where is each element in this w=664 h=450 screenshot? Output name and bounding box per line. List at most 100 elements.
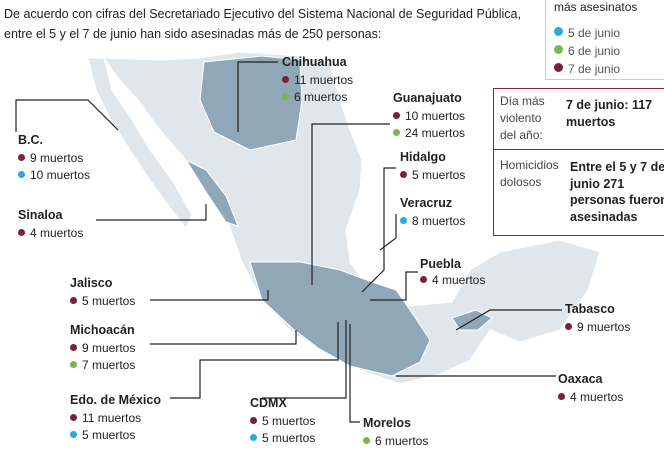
day-dot bbox=[393, 129, 400, 136]
state-entry: 9 muertos bbox=[565, 319, 630, 335]
day-dot bbox=[393, 112, 400, 119]
legend: más asesinatos 5 de junio 6 de junio 7 de j… bbox=[545, 0, 664, 80]
state-entry: 5 muertos bbox=[250, 430, 315, 446]
state-name: Oaxaca bbox=[558, 372, 603, 386]
legend-label: 5 de junio bbox=[568, 26, 621, 40]
day-dot bbox=[400, 171, 407, 178]
entry-text: 11 muertos bbox=[294, 73, 354, 87]
day-dot bbox=[70, 361, 77, 368]
day-dot bbox=[250, 434, 257, 441]
leader-line bbox=[262, 320, 347, 399]
state-entry: 9 muertos bbox=[70, 340, 135, 356]
day-dot bbox=[18, 154, 25, 161]
state-entry: 8 muertos bbox=[400, 213, 465, 229]
state-entry: 4 muertos bbox=[18, 225, 83, 241]
day-dot bbox=[18, 229, 25, 236]
entry-text: 8 muertos bbox=[412, 214, 466, 228]
day-dot bbox=[70, 431, 77, 438]
state-name: Hidalgo bbox=[400, 150, 446, 164]
entry-text: 4 muertos bbox=[570, 390, 624, 404]
entry-text: 4 muertos bbox=[432, 273, 486, 287]
day-dot bbox=[70, 297, 77, 304]
legend-swatch bbox=[554, 63, 563, 72]
state-entry: 24 muertos bbox=[393, 125, 465, 141]
day-dot bbox=[70, 414, 77, 421]
legend-swatch bbox=[554, 45, 563, 54]
legend-swatch bbox=[554, 27, 563, 36]
entry-text: 11 muertos bbox=[82, 411, 142, 425]
entry-text: 5 muertos bbox=[82, 294, 136, 308]
day-dot bbox=[363, 437, 370, 444]
state-name: Jalisco bbox=[70, 276, 113, 290]
leader-line bbox=[170, 322, 339, 399]
state-entry: 11 muertos bbox=[282, 72, 353, 88]
state-name: Morelos bbox=[363, 416, 411, 430]
entry-text: 5 muertos bbox=[262, 414, 316, 428]
day-dot bbox=[18, 171, 25, 178]
leader-line bbox=[455, 309, 562, 331]
entry-text: 9 muertos bbox=[30, 151, 84, 165]
state-entry: 10 muertos bbox=[393, 108, 465, 124]
day-dot bbox=[400, 217, 407, 224]
sinaloa bbox=[184, 158, 239, 227]
leader-line bbox=[150, 330, 297, 345]
baja-california bbox=[87, 57, 193, 229]
entry-text: 6 muertos bbox=[294, 90, 348, 104]
state-entry: 11 muertos bbox=[70, 410, 141, 426]
entry-text: 9 muertos bbox=[82, 341, 136, 355]
state-name: Edo. de México bbox=[70, 393, 161, 407]
day-dot bbox=[282, 76, 289, 83]
leader-line bbox=[379, 214, 397, 251]
separator bbox=[494, 149, 664, 150]
leader-line bbox=[150, 290, 269, 301]
intro-line: entre el 5 y el 7 de junio han sido ases… bbox=[4, 27, 382, 41]
day-dot bbox=[565, 323, 572, 330]
leader-line bbox=[361, 167, 396, 293]
day-dot bbox=[558, 393, 565, 400]
stat-value: Entre el 5 y 7 de junio 271 personas fue… bbox=[570, 160, 664, 224]
stat-label: Homicidios dolosos bbox=[500, 158, 559, 189]
state-name: Michoacán bbox=[70, 323, 135, 337]
entry-text: 9 muertos bbox=[577, 320, 631, 334]
day-dot bbox=[70, 344, 77, 351]
state-entry: 10 muertos bbox=[18, 167, 90, 183]
state-entry: 7 muertos bbox=[70, 357, 135, 373]
leader-line bbox=[311, 123, 390, 285]
leader-line bbox=[370, 271, 418, 301]
state-entry: 6 muertos bbox=[282, 89, 347, 105]
leader-line bbox=[15, 99, 119, 132]
legend-label: 7 de junio bbox=[568, 62, 621, 76]
legend-title: más asesinatos bbox=[554, 0, 638, 14]
state-name: CDMX bbox=[250, 396, 287, 410]
state-name: Veracruz bbox=[400, 196, 453, 210]
legend-item: 5 de junio bbox=[554, 25, 620, 41]
chihuahua bbox=[199, 55, 303, 151]
entry-text: 10 muertos bbox=[30, 168, 91, 182]
state-name: Sinaloa bbox=[18, 208, 63, 222]
entry-text: 24 muertos bbox=[405, 126, 466, 140]
legend-item: 7 de junio bbox=[554, 61, 620, 77]
leader-line bbox=[96, 204, 207, 221]
state-entry: 5 muertos bbox=[400, 167, 465, 183]
stat-value: 7 de junio: 117 muertos bbox=[566, 98, 653, 129]
state-name: Chihuahua bbox=[282, 55, 347, 69]
state-name: B.C. bbox=[18, 133, 43, 147]
stats-box: Día más violento del año: 7 de junio: 117… bbox=[493, 88, 664, 236]
state-entry: 6 muertos bbox=[363, 433, 428, 449]
entry-text: 10 muertos bbox=[405, 109, 466, 123]
state-entry: 4 muertos bbox=[558, 389, 623, 405]
day-dot bbox=[420, 276, 427, 283]
leader-line bbox=[237, 61, 278, 132]
state-name: Guanajuato bbox=[393, 91, 462, 105]
legend-label: 6 de junio bbox=[568, 44, 621, 58]
entry-text: 7 muertos bbox=[82, 358, 136, 372]
day-dot bbox=[282, 93, 289, 100]
state-entry: 4 muertos bbox=[420, 272, 485, 288]
leader-line bbox=[349, 324, 360, 423]
stat-label: Día más violento del año: bbox=[500, 94, 545, 142]
entry-text: 6 muertos bbox=[375, 434, 429, 448]
entry-text: 4 muertos bbox=[30, 226, 84, 240]
legend-item: 6 de junio bbox=[554, 43, 620, 59]
